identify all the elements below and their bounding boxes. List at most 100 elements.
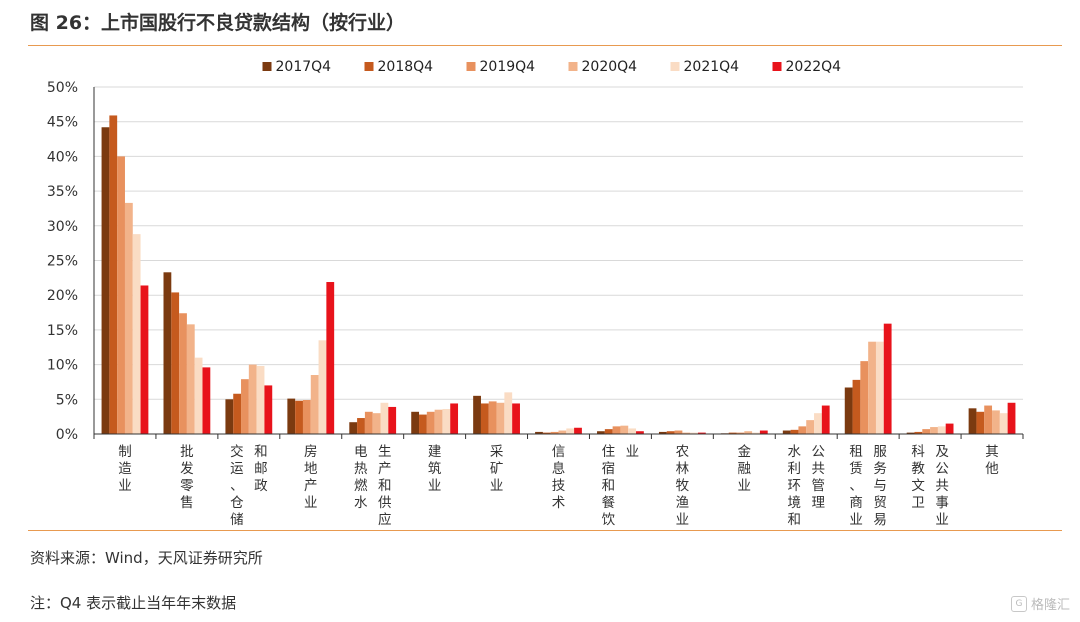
bar [744,431,753,434]
x-category-char: 术 [552,495,566,511]
y-tick-label: 10% [47,358,78,374]
legend-swatch [364,62,374,71]
legend-swatch [670,62,680,71]
bar [496,402,505,434]
bar [612,426,621,434]
y-axis: 0% 5% 10% 15% 20% 25% 30% 35% 40% 45% 50% [47,80,95,443]
x-category-char: 易 [873,512,887,528]
bar [759,430,768,434]
x-category-char: 生 [378,444,392,460]
bar [620,425,629,434]
watermark-logo-icon: G [1010,595,1027,612]
watermark-text: 格隆汇 [1030,598,1070,613]
x-category-char: 饮 [602,512,616,528]
x-category-char: 业 [935,512,949,528]
legend-label: 2018Q4 [378,59,434,75]
bar [604,429,613,434]
bar [411,411,420,434]
x-category-char: 矿 [490,461,504,477]
y-tick-label: 0% [56,427,78,443]
legend-item: 2021Q4 [670,59,740,75]
bar [875,341,884,434]
legend-item: 2019Q4 [466,59,535,75]
source-note: 资料来源：Wind，天风证券研究所 [30,549,263,567]
bar [287,398,296,434]
x-category-char: 赁 [849,461,863,477]
bar [542,432,551,434]
x-category-char: 境 [787,495,801,511]
y-tick-label: 30% [47,219,78,235]
bar [976,411,985,434]
x-category-char: 业 [304,495,318,511]
x-category-label: 金融业 [738,444,752,494]
bar [473,395,481,434]
x-category-char: 零 [180,478,194,494]
x-category-char: 筑 [428,461,442,477]
x-category-label: 其他 [985,444,999,477]
x-category-char: 政 [254,478,268,494]
bar [860,361,869,434]
bar [101,127,110,434]
bar [574,427,582,434]
bar [992,410,1000,434]
x-category-char: 业 [118,478,132,494]
x-category-char: 业 [676,512,690,528]
bar [504,392,513,434]
bar [426,411,435,434]
bar [310,375,319,434]
x-category-char: 邮 [254,461,268,477]
bar [999,413,1008,434]
bar [186,324,195,434]
bar [682,432,691,434]
y-tick-label: 20% [47,288,78,304]
legend-label: 2017Q4 [276,59,332,75]
x-category-char: 交 [230,443,244,460]
chart-bars [101,115,1016,434]
bar-chart: 2017Q4 2018Q4 2019Q4 2020Q4 2021Q4 2022Q4 0% 5… [47,59,1024,528]
x-axis: 制造业批发零售交运、仓储和邮政房地产业电热燃水生产和供应建筑业采矿业信息技术住宿… [93,433,1024,528]
legend-label: 2021Q4 [684,59,740,75]
x-category-char: 燃 [354,477,368,494]
x-category-char: 地 [304,461,318,477]
watermark: G 格隆汇 [1010,594,1070,613]
bar [852,379,861,434]
x-category-char: 科 [911,444,925,460]
bar [806,420,815,434]
legend-item: 2022Q4 [772,59,842,75]
bar [868,341,876,434]
x-category-char: 、 [230,478,244,494]
x-category-char: 公 [935,461,949,477]
bar [264,385,273,434]
x-category-char: 仓 [230,495,244,511]
x-category-char: 产 [304,478,318,494]
legend-label: 2022Q4 [786,59,842,75]
bar [349,422,358,434]
bar [658,431,667,434]
bar [697,432,706,434]
bar [814,413,822,434]
bar [248,364,257,434]
x-category-char: 运 [230,461,244,477]
x-category-char: 造 [118,461,132,477]
legend-label: 2020Q4 [582,59,638,75]
bar [674,430,683,434]
y-tick-label: 40% [47,149,78,165]
bar [318,340,327,434]
x-category-char: 牧 [676,478,690,494]
x-category-char: 息 [552,460,566,477]
x-category-char: 业 [849,512,863,528]
x-category-char: 业 [490,478,504,494]
bar [728,432,737,434]
bar [109,115,118,434]
x-category-char: 售 [180,495,194,511]
bar [782,430,791,434]
x-category-char: 热 [354,461,368,477]
x-category-char: 农 [676,444,690,460]
bar [666,431,675,434]
bar [937,426,946,434]
bar [930,427,938,434]
x-category-char: 房 [304,444,318,460]
bar [922,429,931,434]
